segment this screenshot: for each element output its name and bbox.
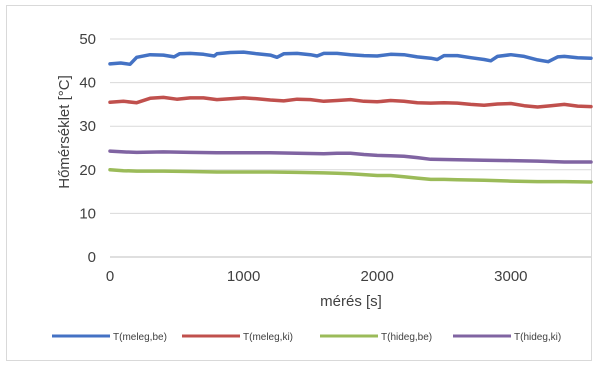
x-axis-title: mérés [s] xyxy=(320,293,382,310)
legend-label: T(hideg,ki) xyxy=(514,332,561,343)
y-tick-label: 30 xyxy=(79,118,96,135)
y-tick-label: 50 xyxy=(79,31,96,48)
x-tick-label: 1000 xyxy=(227,268,260,285)
x-tick-label: 0 xyxy=(106,268,114,285)
line-chart: 0 10 20 30 40 50 0 1000 2000 3000 Hőmérséklet [°… xyxy=(52,31,593,343)
legend-label: T(hideg,be) xyxy=(381,332,432,343)
chart-frame: 0 10 20 30 40 50 0 1000 2000 3000 Hőmérséklet [°… xyxy=(6,5,593,361)
y-axis-title: Hőmérséklet [°C] xyxy=(56,75,73,189)
series-line-3 xyxy=(108,168,593,184)
x-tick-label: 2000 xyxy=(361,268,394,285)
legend-label: T(meleg,ki) xyxy=(243,332,293,343)
legend: T(meleg,be) T(meleg,ki) T(hideg,be) T(hideg… xyxy=(52,332,561,343)
y-tick-label: 20 xyxy=(79,162,96,179)
x-tick-label: 3000 xyxy=(494,268,527,285)
y-tick-labels: 0 10 20 30 40 50 xyxy=(79,31,96,266)
gridlines xyxy=(110,38,591,214)
series-lines xyxy=(108,50,593,184)
legend-label: T(meleg,be) xyxy=(113,332,167,343)
series-line-1 xyxy=(108,50,593,67)
series-line-4 xyxy=(108,149,593,164)
series-line-2 xyxy=(108,95,593,109)
x-tick-labels: 0 1000 2000 3000 xyxy=(106,268,528,285)
y-tick-label: 0 xyxy=(88,249,96,266)
y-tick-label: 10 xyxy=(79,205,96,222)
y-tick-label: 40 xyxy=(79,75,96,92)
